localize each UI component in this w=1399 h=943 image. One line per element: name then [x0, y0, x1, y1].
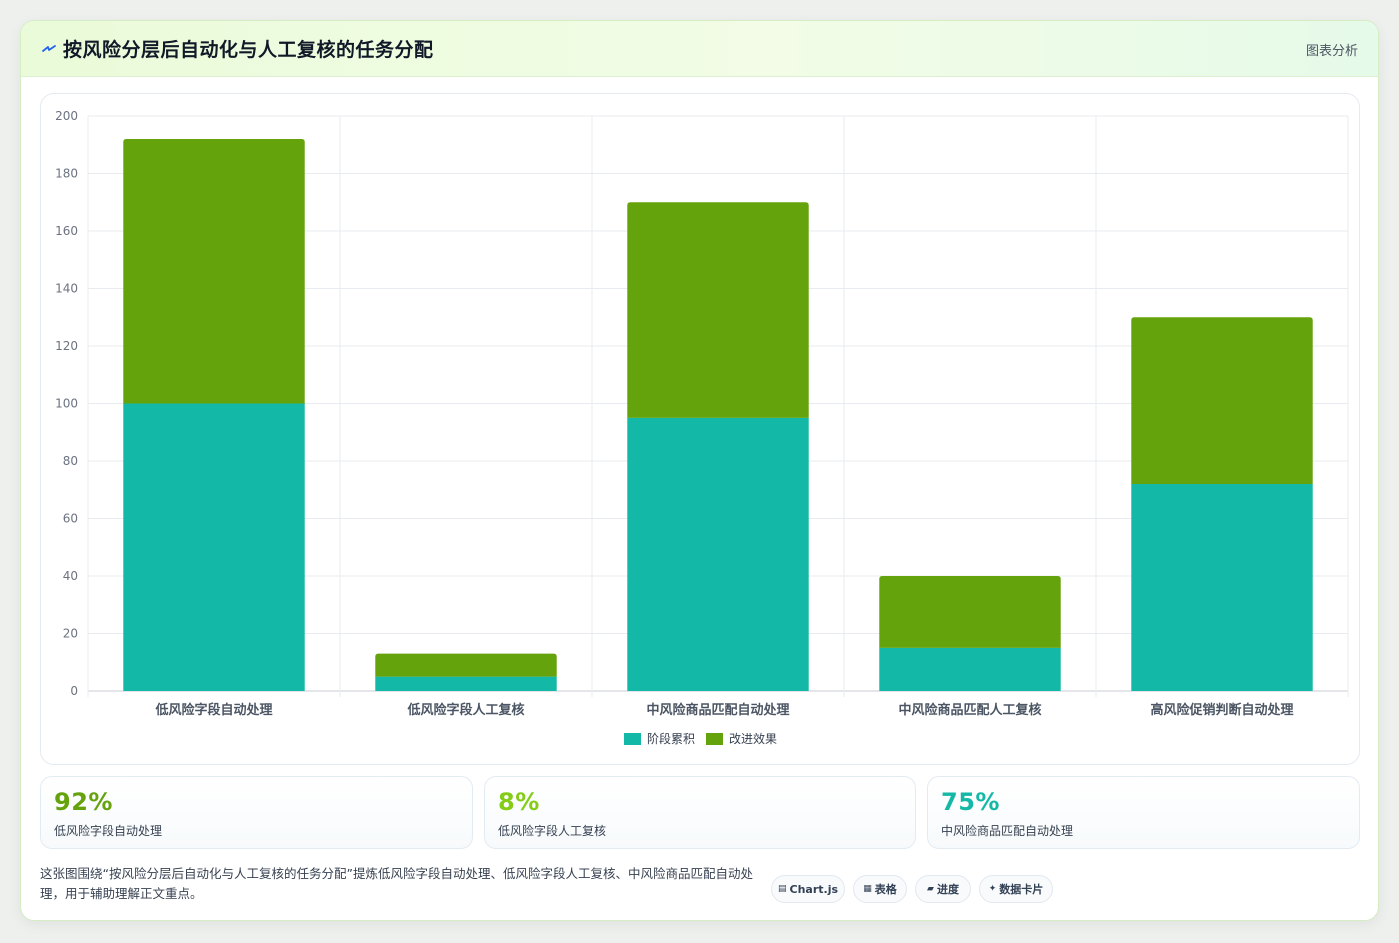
y-tick-label: 20 — [63, 627, 78, 641]
x-tick-label: 低风险字段人工复核 — [406, 702, 524, 718]
bar-segment — [123, 139, 305, 404]
sparkle-icon: ✦ — [988, 884, 997, 894]
chart-panel: 0 20 40 60 80 100 120 140 160 180 200 低风险字段自动处理 低风险字… — [40, 93, 1360, 765]
progress-icon: ▰ — [927, 884, 934, 894]
y-tick-label: 40 — [63, 569, 78, 583]
bar-segment — [627, 417, 809, 691]
stat-card-0: 92% 低风险字段自动处理 — [40, 776, 473, 849]
stat-value: 75% — [941, 788, 1000, 816]
bar-segment — [879, 647, 1061, 691]
tag-data-card[interactable]: ✦ 数据卡片 — [979, 875, 1053, 903]
x-tick-label: 高风险促销判断自动处理 — [1150, 702, 1293, 718]
y-tick-label: 120 — [55, 339, 78, 353]
chart-description: 这张图围绕“按风险分层后自动化与人工复核的任务分配”提炼低风险字段自动处理、低风… — [40, 866, 753, 901]
stat-label: 低风险字段人工复核 — [498, 824, 607, 838]
chart-card: 按风险分层后自动化与人工复核的任务分配 图表分析 0 20 40 60 80 100 120… — [20, 20, 1379, 921]
y-tick-label: 60 — [63, 512, 78, 526]
y-tick-label: 200 — [55, 109, 78, 123]
tag-label: 表格 — [874, 883, 897, 896]
bar-segment — [123, 403, 305, 691]
stacked-bar-chart: 0 20 40 60 80 100 120 140 160 180 200 低风险字段自动处理 低风险字… — [55, 109, 1349, 746]
x-tick-label: 中风险商品匹配自动处理 — [646, 702, 789, 718]
chart-title: 按风险分层后自动化与人工复核的任务分配 — [63, 39, 434, 61]
stat-label: 低风险字段自动处理 — [54, 824, 163, 838]
stat-value: 92% — [54, 788, 113, 816]
bar-segment — [1131, 484, 1313, 691]
bar-segment — [627, 202, 809, 418]
y-tick-label: 100 — [55, 397, 78, 411]
tag-label: 数据卡片 — [999, 883, 1044, 896]
stat-label: 中风险商品匹配自动处理 — [941, 824, 1074, 838]
table-icon: ▦ — [863, 884, 872, 894]
bar-segment — [1131, 317, 1313, 484]
y-tick-label: 160 — [55, 224, 78, 238]
legend-swatch — [706, 733, 723, 745]
legend-label: 阶段累积 — [647, 731, 695, 746]
stat-value: 8% — [498, 788, 540, 816]
y-tick-label: 80 — [63, 454, 78, 468]
y-tick-label: 0 — [70, 684, 78, 698]
chart-analysis-link[interactable]: 图表分析 — [1305, 44, 1358, 59]
legend-label: 改进效果 — [729, 731, 777, 746]
legend-swatch — [624, 733, 641, 745]
lightning-icon — [42, 45, 56, 52]
x-tick-label: 低风险字段自动处理 — [154, 702, 272, 718]
tag-chartjs[interactable]: ▤ Chart.js — [771, 875, 845, 903]
bar-segment — [375, 676, 557, 691]
y-tick-label: 180 — [55, 167, 78, 181]
stat-card-2: 75% 中风险商品匹配自动处理 — [927, 776, 1360, 849]
tag-label: 进度 — [936, 883, 959, 896]
tag-progress[interactable]: ▰ 进度 — [915, 875, 971, 903]
bar-segment — [375, 653, 557, 677]
tag-label: Chart.js — [789, 882, 839, 896]
chart-icon: ▤ — [777, 884, 787, 894]
tag-table[interactable]: ▦ 表格 — [853, 875, 907, 903]
bar-segment — [879, 576, 1061, 648]
y-tick-label: 140 — [55, 282, 78, 296]
stat-card-1: 8% 低风险字段人工复核 — [484, 776, 916, 849]
x-tick-label: 中风险商品匹配人工复核 — [898, 702, 1041, 718]
card-header: 按风险分层后自动化与人工复核的任务分配 图表分析 — [21, 21, 1378, 77]
